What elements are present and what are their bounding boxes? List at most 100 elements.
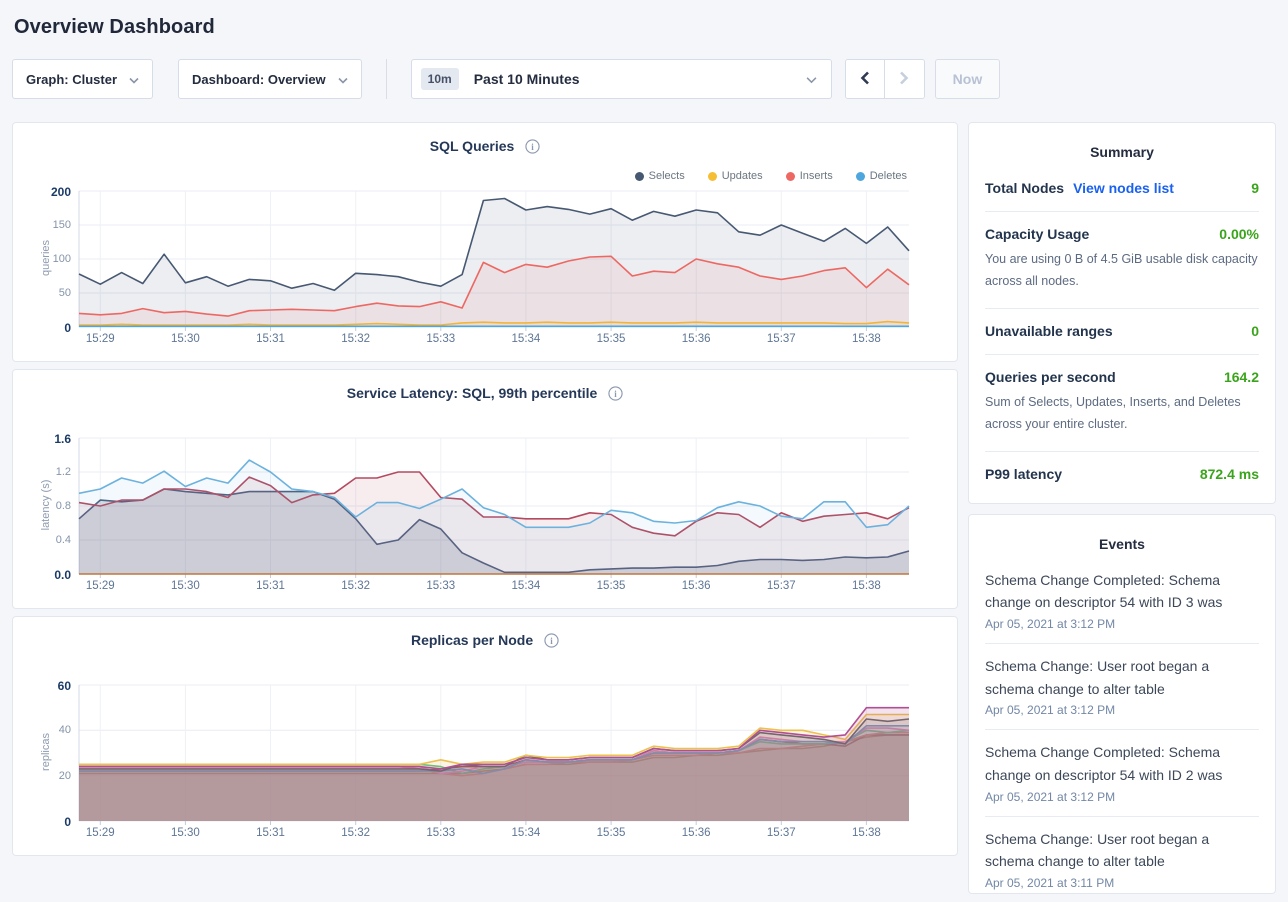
y-tick-label: 60 [57, 679, 71, 693]
graph-dropdown[interactable]: Graph: Cluster [12, 59, 154, 99]
charts-column: SQL Queries i Selects Updates Inserts Delet… [12, 122, 958, 863]
prev-range-button[interactable] [845, 60, 885, 98]
chart-panel-service-latency: Service Latency: SQL, 99th percentile i … [12, 369, 958, 609]
graph-dropdown-label: Graph: Cluster [26, 71, 118, 87]
x-tick-label: 15:34 [511, 333, 541, 345]
y-tick-label: 40 [58, 724, 71, 737]
plot-area: queries 0 50 100 150 200 15:29 15:30 15:31 15:3… [13, 185, 957, 353]
event-list-item: Schema Change Completed: Schema change o… [985, 558, 1259, 644]
info-icon[interactable]: i [525, 139, 540, 157]
event-list-item: Schema Change: User root began a schema … [985, 644, 1259, 731]
chevron-down-icon [129, 72, 139, 87]
x-axis-ticks: 15:29 15:30 15:31 15:32 15:33 15:34 15:35 15:36… [79, 580, 909, 596]
chart-panel-replicas-per-node: Replicas per Node i replicas 0 20 40 60 15:… [12, 616, 958, 856]
chart-plot[interactable] [78, 437, 910, 578]
summary-row-queries-per-second: Queries per second 164.2 Sum of Selects,… [985, 355, 1259, 452]
view-nodes-list-link[interactable]: View nodes list [1073, 180, 1174, 196]
events-panel: Events Schema Change Completed: Schema c… [968, 513, 1276, 894]
chart-title: Replicas per Node [410, 632, 534, 648]
chart-title: SQL Queries [429, 138, 515, 154]
dashboard-dropdown[interactable]: Dashboard: Overview [178, 59, 362, 99]
time-range-chip: 10m [420, 68, 459, 90]
event-list-item: Schema Change: User root began a schema … [985, 817, 1259, 902]
time-range-picker[interactable]: 10m Past 10 Minutes [410, 59, 832, 99]
legend-dot-icon [855, 171, 865, 181]
summary-label: Total Nodes [985, 180, 1065, 196]
x-tick-label: 15:36 [681, 827, 711, 839]
chart-title: Service Latency: SQL, 99th percentile [346, 385, 598, 401]
y-tick-label: 100 [52, 253, 71, 265]
x-tick-label: 15:31 [256, 333, 285, 345]
chart-legend: Selects Updates Inserts Deletes [634, 170, 907, 182]
x-tick-label: 15:37 [766, 580, 796, 592]
summary-row-capacity-usage: Capacity Usage 0.00% You are using 0 B o… [985, 212, 1259, 309]
y-tick-label: 150 [52, 219, 71, 231]
next-range-button[interactable] [884, 60, 924, 98]
summary-row-total-nodes: Total Nodes View nodes list 9 [985, 166, 1259, 212]
plot-area: latency (s) 0.0 0.4 0.8 1.2 1.6 15:29 15:30 15… [13, 432, 957, 600]
x-tick-label: 15:37 [766, 333, 796, 345]
event-text: Schema Change Completed: Schema change o… [985, 571, 1223, 611]
x-tick-label: 15:33 [426, 580, 456, 592]
toolbar: Graph: Cluster Dashboard: Overview 10m P… [12, 59, 1276, 99]
chart-plot[interactable] [78, 190, 910, 331]
x-tick-label: 15:33 [426, 333, 456, 345]
chart-panel-sql-queries: SQL Queries i Selects Updates Inserts Delet… [12, 122, 958, 362]
y-axis-ticks: 0.0 0.4 0.8 1.2 1.6 [13, 432, 71, 582]
legend-dot-icon [634, 171, 644, 181]
y-tick-label: 0.4 [55, 534, 71, 546]
page-title: Overview Dashboard [14, 16, 215, 38]
x-tick-label: 15:30 [171, 827, 200, 839]
legend-item-selects: Selects [634, 170, 685, 182]
time-pager [844, 59, 925, 99]
x-tick-label: 15:36 [681, 333, 711, 345]
y-tick-label: 0 [64, 321, 71, 335]
y-tick-label: 0.0 [54, 568, 71, 582]
dashboard-dropdown-label: Dashboard: Overview [192, 71, 326, 87]
info-icon[interactable]: i [608, 386, 623, 404]
summary-row-unavailable-ranges: Unavailable ranges 0 [985, 309, 1259, 355]
x-tick-label: 15:38 [852, 580, 881, 592]
time-range-label: Past 10 Minutes [473, 71, 580, 87]
y-tick-label: 1.6 [54, 432, 71, 446]
x-tick-label: 15:30 [171, 333, 200, 345]
chart-plot[interactable] [78, 684, 910, 825]
summary-value: 0 [1251, 322, 1259, 339]
event-date: Apr 05, 2021 at 3:12 PM [985, 616, 1116, 631]
chevron-left-icon [859, 70, 871, 89]
summary-description: You are using 0 B of 4.5 GiB usable disk… [985, 252, 1258, 288]
legend-item-updates: Updates [707, 170, 763, 182]
info-icon[interactable]: i [544, 633, 559, 651]
summary-value: 9 [1251, 180, 1259, 196]
summary-title: Summary [1090, 144, 1154, 160]
summary-value: 0.00% [1219, 226, 1259, 242]
x-tick-label: 15:35 [596, 580, 626, 592]
x-axis-ticks: 15:29 15:30 15:31 15:32 15:33 15:34 15:35 15:36… [79, 333, 909, 349]
x-tick-label: 15:35 [596, 333, 626, 345]
svg-text:i: i [550, 636, 553, 646]
x-tick-label: 15:29 [85, 827, 115, 839]
x-tick-label: 15:38 [852, 827, 881, 839]
x-tick-label: 15:29 [85, 580, 115, 592]
y-tick-label: 200 [50, 185, 71, 199]
y-axis-ticks: 0 50 100 150 200 [13, 185, 71, 335]
toolbar-divider [385, 59, 387, 99]
chevron-right-icon [898, 70, 910, 89]
summary-label: P99 latency [985, 465, 1063, 482]
event-date: Apr 05, 2021 at 3:11 PM [985, 875, 1115, 890]
summary-label: Unavailable ranges [985, 322, 1113, 339]
event-text: Schema Change Completed: Schema change o… [985, 744, 1223, 783]
x-tick-label: 15:32 [341, 333, 371, 345]
x-axis-ticks: 15:29 15:30 15:31 15:32 15:33 15:34 15:35 15:36… [79, 827, 909, 843]
sidebar: Summary Total Nodes View nodes list 9 Ca… [968, 122, 1276, 894]
event-list-item: Schema Change Completed: Schema change o… [985, 730, 1259, 817]
y-tick-label: 0 [64, 815, 71, 829]
x-tick-label: 15:30 [171, 580, 200, 592]
summary-description: Sum of Selects, Updates, Inserts, and De… [985, 394, 1241, 431]
chevron-down-icon [806, 72, 817, 87]
event-text: Schema Change: User root began a schema … [985, 657, 1210, 697]
event-text: Schema Change: User root began a schema … [985, 830, 1210, 870]
now-button[interactable]: Now [934, 59, 1001, 99]
x-tick-label: 15:29 [85, 333, 115, 345]
x-tick-label: 15:31 [256, 827, 285, 839]
